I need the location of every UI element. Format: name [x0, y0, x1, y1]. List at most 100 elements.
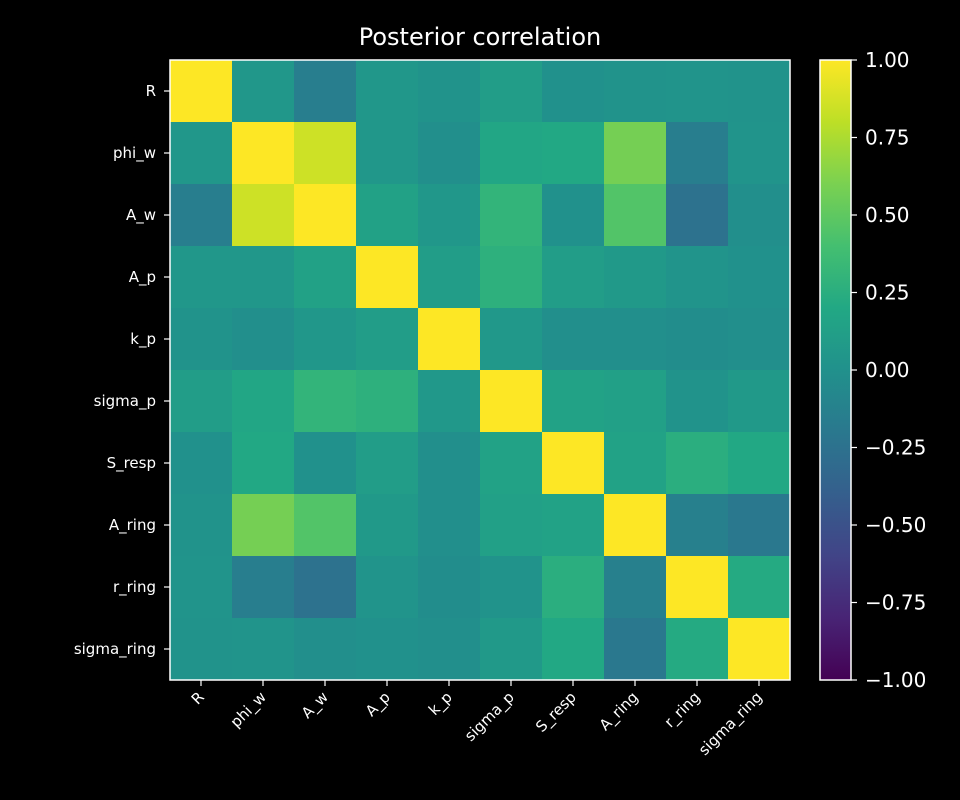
- heatmap-cell: [542, 494, 605, 557]
- heatmap-cell: [294, 184, 357, 247]
- heatmap-cell: [728, 246, 791, 309]
- y-tick-label: S_resp: [107, 454, 156, 473]
- heatmap-cell: [356, 370, 419, 433]
- heatmap-cell: [418, 618, 481, 681]
- heatmap-cell: [232, 556, 295, 619]
- heatmap-cell: [170, 122, 233, 185]
- colorbar-tick-label: 0.00: [865, 358, 910, 382]
- heatmap-cell: [728, 494, 791, 557]
- colorbar-tick-label: 1.00: [865, 48, 910, 72]
- colorbar-tick-label: −1.00: [865, 668, 926, 692]
- heatmap-cell: [418, 60, 481, 123]
- heatmap-cell: [604, 184, 667, 247]
- heatmap-cell: [480, 432, 543, 495]
- chart-title: Posterior correlation: [359, 23, 601, 51]
- heatmap-cell: [170, 494, 233, 557]
- heatmap-cell: [356, 184, 419, 247]
- heatmap-cell: [232, 60, 295, 123]
- y-tick-label: sigma_p: [94, 392, 156, 411]
- heatmap-cell: [294, 432, 357, 495]
- heatmap-cell: [480, 184, 543, 247]
- heatmap-cell: [170, 246, 233, 309]
- y-tick-label: phi_w: [113, 144, 156, 163]
- heatmap-cell: [294, 618, 357, 681]
- heatmap-cell: [170, 184, 233, 247]
- x-tick-label: A_w: [298, 688, 333, 723]
- heatmap-cell: [666, 122, 729, 185]
- x-tick-label: A_ring: [596, 688, 643, 735]
- heatmap-cell: [418, 556, 481, 619]
- heatmap-cell: [294, 122, 357, 185]
- heatmap-cell: [728, 432, 791, 495]
- heatmap-cell: [604, 308, 667, 371]
- heatmap-cell: [666, 308, 729, 371]
- heatmap-cell: [232, 370, 295, 433]
- heatmap-cell: [728, 122, 791, 185]
- heatmap-cell: [666, 556, 729, 619]
- heatmap-cell: [232, 618, 295, 681]
- heatmap-cell: [232, 308, 295, 371]
- heatmap-cell: [480, 246, 543, 309]
- heatmap-cell: [604, 122, 667, 185]
- heatmap-cell: [542, 556, 605, 619]
- heatmap-cell: [170, 370, 233, 433]
- heatmap-cell: [294, 370, 357, 433]
- heatmap-cell: [604, 370, 667, 433]
- heatmap-cell: [666, 60, 729, 123]
- x-tick-label: A_p: [362, 688, 395, 721]
- heatmap-cell: [418, 494, 481, 557]
- heatmap-cell: [542, 308, 605, 371]
- y-tick-label: A_p: [129, 268, 156, 287]
- x-tick-label: k_p: [425, 688, 457, 720]
- heatmap-cell: [418, 246, 481, 309]
- heatmap-cell: [728, 308, 791, 371]
- colorbar-tick-label: 0.25: [865, 281, 910, 305]
- heatmap-cell: [604, 432, 667, 495]
- heatmap-cell: [294, 308, 357, 371]
- heatmap-cell: [170, 556, 233, 619]
- heatmap-cell: [356, 308, 419, 371]
- heatmap-cell: [170, 618, 233, 681]
- x-tick-label: S_resp: [532, 688, 580, 736]
- heatmap-cell: [294, 246, 357, 309]
- heatmap-cell: [418, 308, 481, 371]
- heatmap-cell: [356, 556, 419, 619]
- colorbar-tick-label: −0.75: [865, 591, 926, 615]
- heatmap-cell: [542, 618, 605, 681]
- y-tick-label: A_ring: [109, 516, 156, 535]
- heatmap-cell: [542, 60, 605, 123]
- heatmap-cell: [666, 370, 729, 433]
- y-tick-label: sigma_ring: [74, 640, 156, 659]
- heatmap-cell: [480, 556, 543, 619]
- heatmap-cell: [728, 60, 791, 123]
- heatmap-cell: [170, 308, 233, 371]
- heatmap-cell: [480, 618, 543, 681]
- heatmap-cell: [232, 246, 295, 309]
- heatmap-cell: [232, 122, 295, 185]
- heatmap-cell: [542, 432, 605, 495]
- heatmap-cell: [294, 494, 357, 557]
- y-tick-label: r_ring: [113, 578, 156, 597]
- heatmap-cell: [232, 432, 295, 495]
- heatmap-cell: [170, 60, 233, 123]
- heatmap-cell: [542, 184, 605, 247]
- heatmap-cell: [604, 494, 667, 557]
- heatmap-cell: [418, 122, 481, 185]
- x-tick-label: sigma_ring: [695, 688, 767, 760]
- x-tick-label: sigma_p: [461, 688, 519, 746]
- y-tick-label: A_w: [126, 206, 156, 225]
- heatmap-cell: [728, 370, 791, 433]
- heatmap-cell: [666, 618, 729, 681]
- heatmap-cells: [170, 60, 791, 681]
- heatmap-cell: [418, 370, 481, 433]
- colorbar-ticks: 1.00 0.75 0.50 0.25 0.00 −0.25 −0.50 −0.75 −1.00: [851, 48, 926, 692]
- heatmap-cell: [604, 60, 667, 123]
- x-tick-label: phi_w: [227, 688, 271, 732]
- heatmap-cell: [294, 60, 357, 123]
- heatmap-cell: [480, 122, 543, 185]
- heatmap-cell: [418, 184, 481, 247]
- heatmap-cell: [356, 432, 419, 495]
